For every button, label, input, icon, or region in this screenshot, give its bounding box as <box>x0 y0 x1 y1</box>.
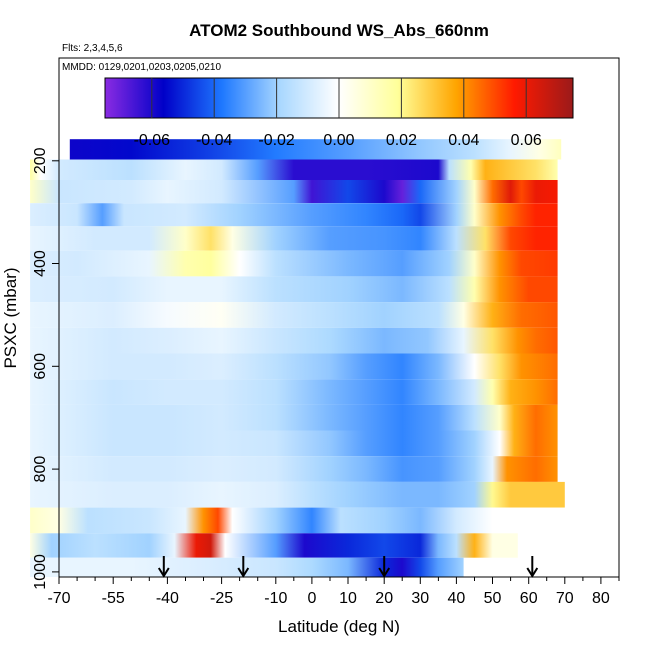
heatmap-band-650 <box>30 379 558 405</box>
heatmap-band-550 <box>30 327 558 354</box>
y-tick-label: 400 <box>32 250 49 277</box>
x-tick-label: 70 <box>556 590 574 607</box>
colorbar-tick-label: 0.02 <box>386 132 417 149</box>
y-tick-label: 800 <box>32 456 49 483</box>
x-tick-label: -10 <box>264 590 287 607</box>
heatmap-band-450 <box>30 276 558 303</box>
colorbar-tick-label: -0.02 <box>258 132 295 149</box>
latitude-arrow <box>526 556 539 578</box>
heatmap-band-750 <box>30 430 558 457</box>
heatmap-band-260 <box>30 180 558 204</box>
heatmap-band-700 <box>30 404 558 431</box>
x-tick-label: 40 <box>448 590 466 607</box>
heatmap-band-305 <box>30 203 558 227</box>
heatmap-band-850 <box>30 481 565 508</box>
latitude-arrows <box>157 556 539 578</box>
x-tick-label: -55 <box>102 590 125 607</box>
latitude-arrow <box>237 556 250 578</box>
latitude-arrow <box>378 556 391 578</box>
plot-frame <box>58 57 620 578</box>
heatmap-band-180 <box>69 139 562 160</box>
latitude-arrow <box>157 556 170 578</box>
chart-title: ATOM2 Southbound WS_Abs_660nm <box>189 21 489 40</box>
heatmap-band-215 <box>30 159 558 181</box>
heatmap-band-900 <box>30 507 569 534</box>
flights-label: Flts: 2,3,4,5,6 <box>62 43 123 54</box>
heatmap-band-950 <box>30 533 518 558</box>
x-tick-label: -70 <box>47 590 70 607</box>
x-tick-label: 10 <box>339 590 357 607</box>
heatmap-band-400 <box>30 250 558 277</box>
heatmap-band-600 <box>30 353 558 380</box>
x-tick-label: 30 <box>411 590 429 607</box>
x-tick-label: 20 <box>375 590 393 607</box>
x-tick-label: -25 <box>210 590 233 607</box>
y-axis-label: PSXC (mbar) <box>1 267 20 368</box>
x-axis-label: Latitude (deg N) <box>278 617 400 636</box>
colorbar-tick-label: -0.06 <box>134 132 171 149</box>
x-axis: -70 -55 -40 -25 -10 0 10 20 30 40 50 60 70 80 <box>47 577 620 607</box>
x-tick-label: 50 <box>484 590 502 607</box>
heatmap-band-800 <box>30 456 558 482</box>
dates-label: MMDD: 0129,0201,0203,0205,0210 <box>62 62 221 73</box>
y-tick-label: 1000 <box>32 554 49 590</box>
x-tick-label: 80 <box>592 590 610 607</box>
colorbar-tick-label: -0.04 <box>196 132 233 149</box>
heatmap <box>30 139 569 577</box>
y-axis: 200 400 600 800 1000 <box>32 147 59 590</box>
y-tick-label: 600 <box>32 353 49 380</box>
colorbar-tick-label: 0.04 <box>448 132 479 149</box>
x-tick-label: 60 <box>520 590 538 607</box>
heatmap-band-995 <box>30 557 464 577</box>
heatmap-band-500 <box>30 302 558 328</box>
x-tick-label: -40 <box>156 590 179 607</box>
colorbar-tick-label: 0.06 <box>511 132 542 149</box>
colorbar: -0.06 -0.04 -0.02 0.00 0.02 0.04 0.06 <box>104 77 574 149</box>
y-tick-label: 200 <box>32 147 49 174</box>
x-tick-label: 0 <box>307 590 316 607</box>
heatmap-band-350 <box>30 226 558 251</box>
colorbar-tick-label: 0.00 <box>323 132 354 149</box>
